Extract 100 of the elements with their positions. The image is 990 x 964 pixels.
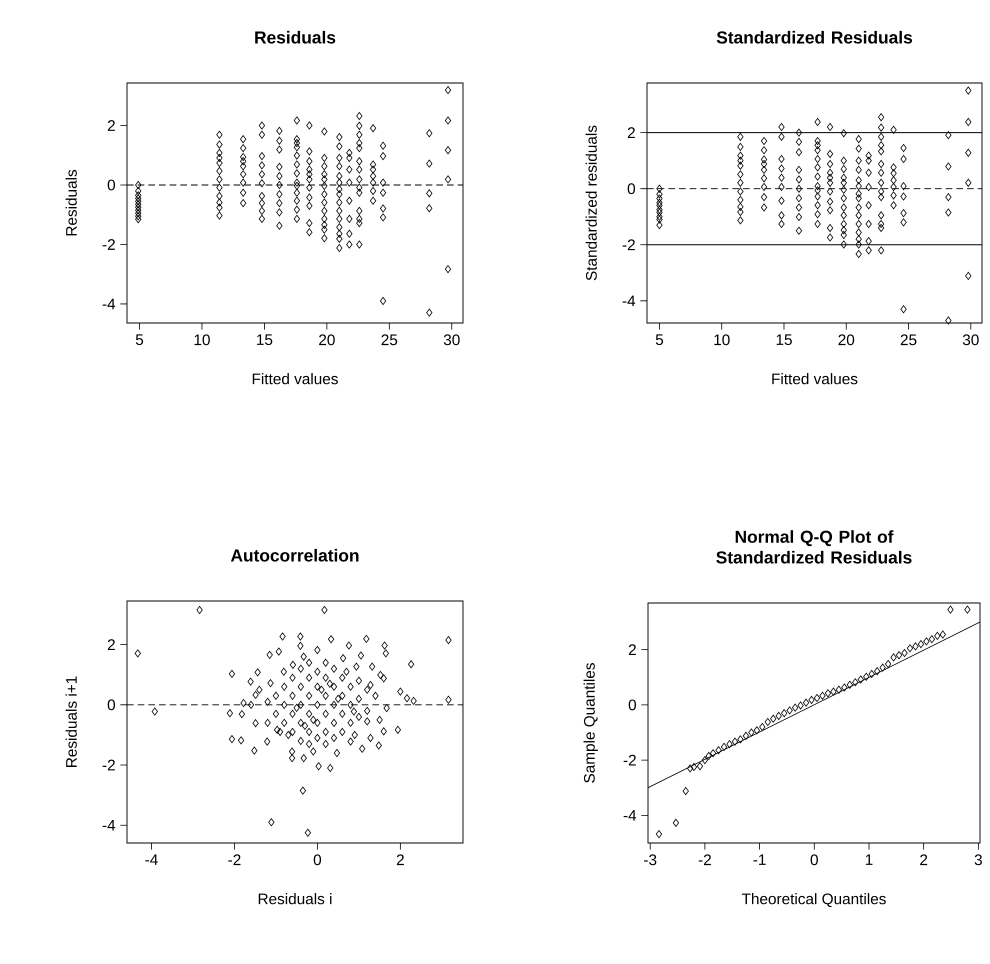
- point: [890, 653, 897, 662]
- point: [947, 606, 954, 614]
- x-axis-title: Theoretical Quantiles: [742, 893, 886, 908]
- x-tick-label: 2: [920, 854, 928, 866]
- point: [824, 689, 832, 698]
- point: [770, 714, 776, 723]
- point: [912, 642, 919, 650]
- x-axis-title: Fitted values: [252, 373, 338, 384]
- point: [802, 698, 810, 707]
- point: [836, 686, 842, 694]
- point: [764, 718, 771, 726]
- x-tick-label: 15: [776, 334, 792, 346]
- x-tick-label: 15: [257, 334, 272, 346]
- point: [841, 683, 848, 692]
- y-tick-label: 2: [108, 639, 115, 650]
- point: [896, 651, 902, 660]
- y-axis-title: Residuals i+1: [66, 676, 77, 767]
- point: [868, 670, 875, 678]
- y-tick-label: 0: [628, 699, 636, 710]
- y-tick-label: 2: [628, 644, 636, 656]
- point: [846, 680, 853, 689]
- point: [776, 712, 782, 720]
- point: [901, 648, 908, 657]
- point: [918, 640, 924, 648]
- point: [690, 763, 698, 772]
- point: [885, 660, 892, 668]
- point: [798, 701, 804, 710]
- y-tick-label: 0: [108, 699, 116, 710]
- point: [819, 692, 826, 700]
- point: [737, 735, 744, 744]
- y-tick-label: -4: [624, 810, 636, 821]
- point: [754, 726, 760, 734]
- y-axis-title: Residuals: [66, 170, 77, 236]
- point: [720, 742, 728, 751]
- x-tick-label: -4: [145, 854, 158, 865]
- x-tick-label: -3: [644, 854, 656, 866]
- y-axis-title: Standardized residuals: [586, 126, 597, 280]
- point: [682, 787, 689, 796]
- point: [781, 709, 788, 718]
- point: [906, 644, 914, 652]
- y-tick-label: -4: [102, 298, 116, 310]
- chart-title: Autocorrelation: [230, 548, 358, 562]
- point: [687, 764, 694, 772]
- y-tick-label: -2: [624, 754, 636, 766]
- point: [672, 818, 679, 827]
- y-tick-label: 0: [628, 183, 636, 194]
- x-tick-label: 20: [319, 334, 335, 346]
- point: [858, 675, 864, 684]
- y-tick-label: -2: [102, 239, 115, 250]
- y-tick-label: -2: [102, 760, 115, 770]
- point: [792, 704, 798, 712]
- x-tick-label: 5: [136, 334, 144, 346]
- x-tick-label: 3: [974, 854, 982, 866]
- point: [830, 688, 837, 696]
- point: [696, 762, 704, 770]
- point: [732, 738, 738, 746]
- x-tick-label: 0: [810, 854, 818, 866]
- x-tick-label: 30: [444, 334, 460, 346]
- point: [814, 694, 820, 702]
- y-tick-label: 2: [108, 120, 115, 131]
- x-tick-label: 25: [900, 334, 916, 346]
- point: [702, 756, 708, 764]
- x-axis-title: Fitted values: [772, 373, 858, 384]
- point: [880, 664, 886, 672]
- point: [710, 749, 716, 758]
- x-tick-label: -2: [228, 854, 240, 866]
- point: [726, 740, 733, 748]
- point: [706, 752, 712, 760]
- point: [786, 706, 793, 714]
- point: [759, 722, 766, 731]
- point: [715, 746, 722, 754]
- point: [748, 728, 754, 737]
- y-tick-label: -2: [622, 239, 635, 250]
- x-tick-label: 20: [838, 334, 854, 346]
- point: [964, 606, 971, 614]
- x-tick-label: 2: [396, 854, 404, 866]
- point: [656, 830, 662, 838]
- y-tick-label: -4: [102, 820, 116, 831]
- y-tick-label: 2: [628, 127, 635, 138]
- x-tick-label: 25: [382, 334, 398, 346]
- point: [934, 632, 940, 640]
- x-tick-label: 5: [656, 334, 664, 346]
- y-axis-title: Sample Quantiles: [584, 663, 598, 783]
- x-tick-label: 10: [714, 334, 730, 346]
- point: [808, 696, 815, 704]
- y-tick-label: 0: [108, 180, 116, 190]
- point: [923, 637, 930, 646]
- chart-title: Residuals: [255, 30, 336, 44]
- x-tick-label: 1: [866, 854, 872, 865]
- point: [928, 635, 935, 644]
- point: [874, 667, 880, 676]
- x-tick-label: 30: [962, 334, 979, 346]
- y-tick-label: -4: [622, 296, 636, 306]
- chart-title: Standardized Residuals: [716, 30, 912, 44]
- x-tick-label: 0: [314, 854, 322, 866]
- point: [852, 678, 858, 686]
- point: [863, 672, 870, 681]
- x-axis-title: Residuals i: [258, 893, 332, 904]
- point: [940, 630, 946, 638]
- chart-title: Normal Q-Q Plot of Standardized Residuals: [716, 530, 912, 564]
